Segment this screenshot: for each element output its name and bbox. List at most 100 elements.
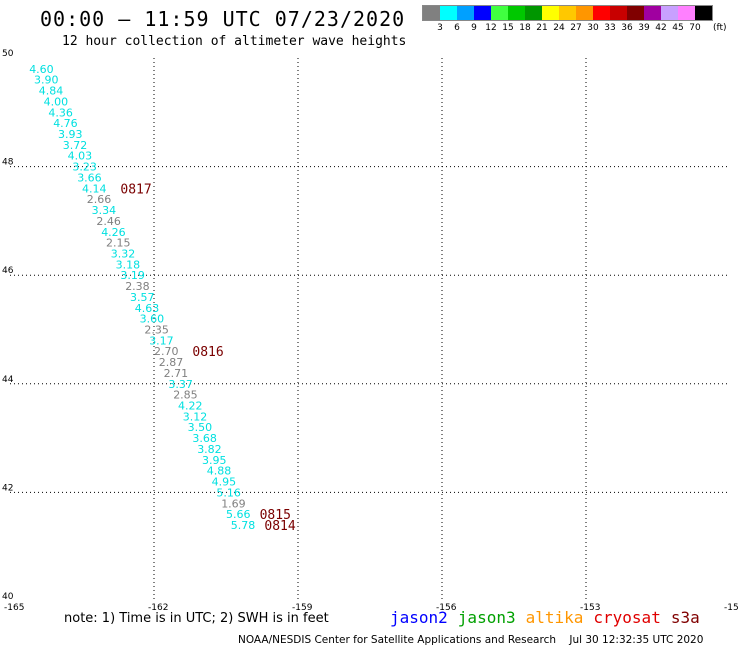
swh-value-label: 3.90 — [34, 74, 59, 87]
legend-color-bar — [422, 5, 713, 21]
legend-swatch — [695, 6, 712, 20]
latitude-tick-label: 42 — [2, 483, 13, 493]
map-title: 00:00 — 11:59 UTC 07/23/2020 — [40, 7, 406, 31]
pass-time-label: 0814 — [264, 519, 295, 534]
swh-value-label: 3.12 — [183, 410, 208, 423]
legend-label: 12 — [485, 23, 497, 33]
swh-value-label: 4.76 — [53, 117, 77, 130]
swh-value-label: 4.84 — [39, 85, 64, 98]
legend-label: 21 — [536, 23, 548, 33]
swh-value-label: 3.32 — [111, 247, 136, 260]
swh-value-label: 2.38 — [125, 280, 150, 293]
swh-value-label: 4.14 — [82, 182, 107, 195]
legend-swatch — [440, 6, 457, 20]
swh-value-label: 2.46 — [96, 215, 121, 228]
legend-label: 42 — [655, 23, 667, 33]
legend-label: 45 — [672, 23, 684, 33]
legend-swatch — [661, 6, 678, 20]
legend-swatch — [474, 6, 491, 20]
pass-time-label: 0816 — [192, 345, 223, 360]
swh-value-label: 3.82 — [197, 443, 222, 456]
swh-value-label: 2.15 — [106, 237, 131, 250]
legend-label: 33 — [604, 23, 616, 33]
swh-value-label: 2.35 — [144, 324, 169, 337]
swh-value-label: 3.66 — [77, 171, 102, 184]
legend-swatch — [508, 6, 525, 20]
swh-value-label: 4.63 — [135, 302, 160, 315]
swh-value-label: 1.69 — [221, 497, 246, 510]
swh-value-label: 4.03 — [68, 150, 93, 163]
latitude-tick-label: 44 — [2, 375, 14, 385]
latitude-tick-label: 48 — [2, 158, 14, 168]
legend-label: 39 — [638, 23, 650, 33]
legend-swatch — [576, 6, 593, 20]
swh-value-label: 4.26 — [101, 226, 126, 239]
legend-label: 30 — [587, 23, 599, 33]
legend-swatch — [593, 6, 610, 20]
latitude-tick-label: 46 — [2, 266, 14, 276]
satellite-label: altika — [525, 608, 584, 627]
units-note: note: 1) Time is in UTC; 2) SWH is in fe… — [64, 611, 329, 626]
legend-label: 70 — [689, 23, 701, 33]
satellite-label: s3a — [670, 608, 700, 627]
pass-time-label: 0815 — [260, 508, 291, 523]
swh-value-label: 4.22 — [178, 400, 203, 413]
swh-value-label: 3.23 — [72, 161, 97, 174]
legend-label: 15 — [502, 23, 514, 33]
legend-swatch — [525, 6, 542, 20]
swh-value-label: 2.70 — [154, 345, 179, 358]
legend-swatch — [627, 6, 644, 20]
swh-value-label: 3.50 — [188, 421, 213, 434]
swh-value-label: 5.16 — [216, 486, 241, 499]
longitude-tick-label: -159 — [292, 603, 313, 610]
swh-value-label: 4.60 — [29, 63, 54, 76]
legend-label: 9 — [471, 23, 477, 33]
swh-value-label: 4.36 — [48, 106, 73, 119]
swh-value-label: 4.95 — [212, 476, 237, 489]
legend-label: 36 — [621, 23, 633, 33]
swh-value-label: 3.72 — [63, 139, 88, 152]
swh-value-label: 3.93 — [58, 128, 83, 141]
credit-line: NOAA/NESDIS Center for Satellite Applica… — [238, 634, 704, 646]
swh-value-label: 5.78 — [231, 519, 256, 532]
swh-value-label: 2.71 — [164, 367, 189, 380]
longitude-tick-label: -156 — [436, 603, 457, 610]
wave-height-legend: 3 6 9 12 15 18 21 24 27 30 33 36 39 42 45 70 (ft) — [422, 5, 727, 33]
legend-swatch — [678, 6, 695, 20]
swh-value-label: 3.95 — [202, 454, 227, 467]
swh-value-label: 3.34 — [92, 204, 117, 217]
legend-labels: 3 6 9 12 15 18 21 24 27 30 33 36 39 42 45 70 (ft) — [422, 21, 726, 33]
pass-time-label: 0817 — [120, 182, 151, 197]
satellite-label: cryosat — [593, 608, 661, 627]
map-subtitle: 12 hour collection of altimeter wave hei… — [62, 34, 407, 49]
legend-swatch — [423, 6, 440, 20]
swh-value-label: 4.88 — [207, 465, 232, 478]
legend-swatch — [457, 6, 474, 20]
legend-label: 18 — [519, 23, 531, 33]
longitude-tick-label: -15 — [724, 603, 739, 610]
latitude-tick-label: 40 — [2, 592, 14, 602]
swh-value-label: 2.66 — [87, 193, 112, 206]
legend-swatch — [610, 6, 627, 20]
longitude-tick-label: -162 — [148, 603, 168, 610]
axis-ticks: -165 -162 -159 -156 -153 -15 40 42 44 46 48 50 — [2, 49, 739, 610]
swh-value-label: 5.66 — [226, 508, 251, 521]
altimeter-map: -165 -162 -159 -156 -153 -15 40 42 44 46 48 50 4.60… — [2, 49, 739, 610]
legend-swatch — [542, 6, 559, 20]
legend-unit: (ft) — [713, 23, 727, 33]
legend-label: 24 — [553, 23, 565, 33]
legend-swatch — [559, 6, 576, 20]
graticule — [10, 58, 730, 601]
legend-label: 6 — [454, 23, 460, 33]
legend-swatch — [491, 6, 508, 20]
swh-value-label: 3.57 — [130, 291, 155, 304]
latitude-tick-label: 50 — [2, 49, 14, 59]
swh-value-label: 3.17 — [149, 334, 174, 347]
swh-value-label: 3.18 — [116, 258, 141, 271]
swh-observations: 4.603.904.844.004.364.763.933.724.033.23… — [29, 63, 255, 532]
longitude-tick-label: -165 — [4, 603, 24, 610]
swh-value-label: 4.00 — [44, 95, 69, 108]
longitude-tick-label: -153 — [580, 603, 600, 610]
satellite-label: jason3 — [457, 608, 516, 627]
